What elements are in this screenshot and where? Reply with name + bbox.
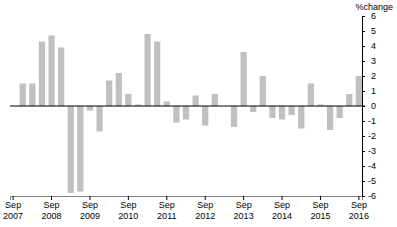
y-tick: 3 xyxy=(362,56,376,66)
y-tick: -3 xyxy=(362,146,376,156)
x-tick: Sep2007 xyxy=(3,196,23,221)
bar xyxy=(154,42,160,107)
y-tick-label: -3 xyxy=(368,146,376,156)
y-tick-label: 5 xyxy=(371,26,376,36)
y-tick: 1 xyxy=(362,86,376,96)
x-tick-label: Sep2009 xyxy=(80,200,100,221)
x-tick: Sep2013 xyxy=(234,196,254,221)
chart: -6 -5 -4 -3 -2 -1 0 1 2 3 4 5 6%change Sep2007 Sep2008… xyxy=(0,0,397,227)
y-axis-title: %change xyxy=(355,2,393,12)
y-tick-label: -4 xyxy=(368,161,376,171)
bar xyxy=(192,96,198,107)
y-tick-mark xyxy=(362,46,365,47)
bar xyxy=(68,106,74,193)
bar xyxy=(125,94,131,106)
x-tick-label: Sep2014 xyxy=(272,200,292,221)
y-tick-mark xyxy=(362,76,365,77)
bar xyxy=(96,106,102,132)
y-tick-label: 3 xyxy=(371,56,376,66)
y-tick-mark xyxy=(362,31,365,32)
y-tick-label: 1 xyxy=(371,86,376,96)
x-tick: Sep2015 xyxy=(310,196,330,221)
x-tick-label: Sep2008 xyxy=(42,200,62,221)
y-tick-mark xyxy=(362,181,365,182)
y-tick: -2 xyxy=(362,131,376,141)
y-tick-label: 4 xyxy=(371,41,376,51)
y-axis: -6 -5 -4 -3 -2 -1 0 1 2 3 4 5 6 xyxy=(362,11,376,201)
x-tick-label: Sep2015 xyxy=(310,200,330,221)
bar xyxy=(87,106,93,111)
y-tick-label: -1 xyxy=(368,116,376,126)
x-tick: Sep2012 xyxy=(195,196,215,221)
y-tick-mark xyxy=(362,166,365,167)
bar xyxy=(327,106,333,130)
bar xyxy=(106,81,112,107)
x-axis: Sep2007 Sep2008 Sep2009 Sep2010 Sep2011 Sep20… xyxy=(3,196,369,221)
x-tick-label: Sep2010 xyxy=(118,200,138,221)
x-tick-label: Sep2007 xyxy=(3,200,23,221)
y-tick-label: 6 xyxy=(371,11,376,21)
y-tick-label: -2 xyxy=(368,131,376,141)
y-tick-label: 0 xyxy=(371,101,376,111)
y-tick: -4 xyxy=(362,161,376,171)
bar xyxy=(20,84,26,107)
x-tick-label: Sep2016 xyxy=(349,200,369,221)
bar xyxy=(48,36,54,107)
bar xyxy=(29,84,35,107)
x-axis-line xyxy=(11,197,363,201)
bar xyxy=(269,106,275,118)
y-axis-line xyxy=(363,17,366,197)
x-tick-label: Sep2013 xyxy=(234,200,254,221)
x-tick: Sep2016 xyxy=(349,196,369,221)
y-tick-label: 2 xyxy=(371,71,376,81)
x-tick: Sep2009 xyxy=(80,196,100,221)
bar xyxy=(231,106,237,127)
bar xyxy=(39,42,45,107)
bar xyxy=(289,106,295,115)
bar xyxy=(346,94,352,106)
y-tick-mark xyxy=(362,121,365,122)
bars xyxy=(20,34,362,193)
bar xyxy=(116,73,122,106)
y-tick-mark xyxy=(362,136,365,137)
bar xyxy=(337,106,343,118)
y-tick: 5 xyxy=(362,26,376,36)
y-tick-mark xyxy=(362,151,365,152)
x-tick-label: Sep2011 xyxy=(157,200,176,221)
y-tick: -1 xyxy=(362,116,376,126)
bar xyxy=(77,106,83,192)
y-tick-mark xyxy=(362,61,365,62)
y-tick-label: -5 xyxy=(368,176,376,186)
y-tick: -5 xyxy=(362,176,376,186)
bar xyxy=(144,34,150,106)
y-tick-mark xyxy=(362,16,365,17)
x-tick: Sep2010 xyxy=(118,196,138,221)
y-tick-mark xyxy=(362,106,365,107)
x-tick: Sep2008 xyxy=(42,196,62,221)
x-tick: Sep2011 xyxy=(157,196,176,221)
y-tick: 6 xyxy=(362,11,376,21)
bar xyxy=(250,106,256,112)
bar xyxy=(241,52,247,106)
bar xyxy=(183,106,189,120)
bar xyxy=(308,84,314,107)
zero-line xyxy=(10,106,365,107)
bar xyxy=(212,94,218,106)
y-tick-label: -6 xyxy=(368,191,376,201)
bar xyxy=(279,106,285,120)
y-tick: 2 xyxy=(362,71,376,81)
bar xyxy=(202,106,208,126)
bar xyxy=(260,76,266,106)
x-tick: Sep2014 xyxy=(272,196,292,221)
bar xyxy=(298,106,304,129)
y-tick-mark xyxy=(362,91,365,92)
bar xyxy=(58,48,64,107)
x-tick-label: Sep2012 xyxy=(195,200,215,221)
bar xyxy=(164,102,170,107)
bar xyxy=(173,106,179,123)
bar xyxy=(356,76,362,106)
y-tick: 4 xyxy=(362,41,376,51)
y-tick: 0 xyxy=(362,101,376,111)
